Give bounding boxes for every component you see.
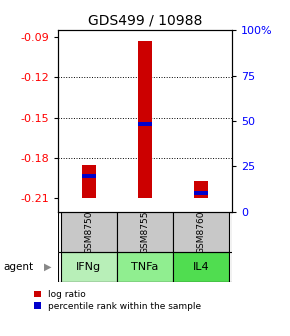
Legend: log ratio, percentile rank within the sample: log ratio, percentile rank within the sa… [34,290,201,311]
Text: agent: agent [3,262,33,272]
Bar [173,212,229,252]
Bar [61,252,117,282]
Bar [117,252,173,282]
Text: GSM8760: GSM8760 [197,210,206,254]
Text: ▶: ▶ [44,262,52,272]
Bar [173,252,229,282]
Bar [138,122,152,126]
Bar [61,212,117,252]
Text: GSM8750: GSM8750 [84,210,93,254]
Text: IL4: IL4 [193,262,209,272]
Bar [82,174,96,178]
Text: TNFa: TNFa [131,262,159,272]
Text: IFNg: IFNg [76,262,102,272]
Bar [194,181,208,198]
Bar [82,165,96,198]
Bar [117,212,173,252]
Text: GSM8755: GSM8755 [140,210,150,254]
Bar [194,192,208,196]
Bar [138,41,152,198]
Title: GDS499 / 10988: GDS499 / 10988 [88,14,202,28]
